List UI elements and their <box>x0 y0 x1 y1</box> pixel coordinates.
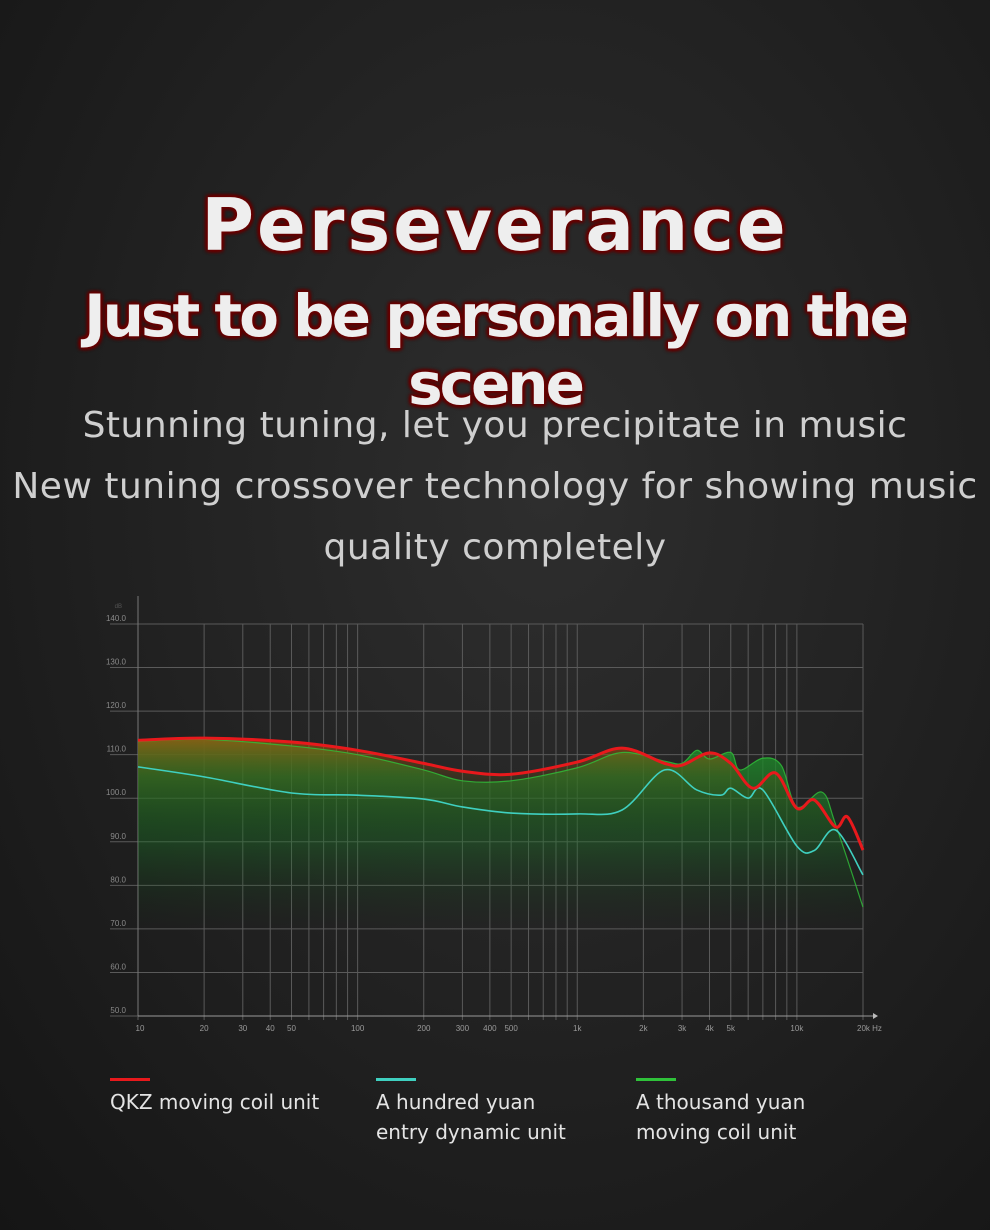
legend-label: A thousand yuan <box>636 1090 806 1114</box>
x-tick-label: 5k <box>727 1024 736 1033</box>
x-tick-label: 2k <box>639 1024 648 1033</box>
frequency-response-chart: 50.0 60.0 70.0 80.0 90.0 100.0 110.0 120.0 130.0… <box>106 596 882 1033</box>
legend-item-qkz: QKZ moving coil unit <box>110 1078 319 1117</box>
x-tick-label: 20k Hz <box>857 1024 882 1033</box>
legend-item-thousand-yuan: A thousand yuan moving coil unit <box>636 1078 805 1147</box>
x-tick-label: 100 <box>351 1024 365 1033</box>
y-tick-label: 100.0 <box>106 788 127 797</box>
page-subtitle: Just to be personally on the scene <box>84 282 909 418</box>
y-tick-label: 50.0 <box>110 1006 126 1015</box>
legend-label: moving coil unit <box>636 1120 797 1144</box>
y-tick-label: 80.0 <box>110 875 126 884</box>
y-tick-label: 70.0 <box>110 919 126 928</box>
x-tick-label: 40 <box>266 1024 275 1033</box>
x-tick-label: 30 <box>238 1024 247 1033</box>
x-tick-label: 500 <box>504 1024 518 1033</box>
x-axis-arrow <box>873 1013 878 1019</box>
y-tick-label: 90.0 <box>110 832 126 841</box>
y-tick-label: 130.0 <box>106 658 127 667</box>
chart-ticks: 50.0 60.0 70.0 80.0 90.0 100.0 110.0 120.0 130.0… <box>106 604 882 1033</box>
legend-swatch <box>110 1078 150 1081</box>
page-title: Perseverance <box>201 183 789 267</box>
x-tick-label: 20 <box>200 1024 209 1033</box>
x-tick-label: 50 <box>287 1024 296 1033</box>
description-line: New tuning crossover technology for show… <box>12 466 978 507</box>
description-line: Stunning tuning, let you precipitate in … <box>82 405 908 446</box>
chart-lines <box>137 736 865 908</box>
y-tick-label: 140.0 <box>106 614 127 623</box>
legend-label: entry dynamic unit <box>376 1120 566 1144</box>
chart-areas <box>138 738 863 929</box>
x-tick-label: 4k <box>705 1024 714 1033</box>
x-tick-label: 3k <box>678 1024 687 1033</box>
description-line: quality completely <box>323 527 667 568</box>
x-tick-label: 10 <box>136 1024 145 1033</box>
legend-swatch <box>636 1078 676 1081</box>
x-tick-label: 300 <box>456 1024 470 1033</box>
y-axis-label: dB <box>115 604 122 610</box>
legend-swatch <box>376 1078 416 1081</box>
x-tick-label: 400 <box>483 1024 497 1033</box>
legend-item-hundred-yuan: A hundred yuan entry dynamic unit <box>376 1078 566 1147</box>
x-tick-label: 200 <box>417 1024 431 1033</box>
y-tick-label: 120.0 <box>106 701 127 710</box>
x-tick-label: 10k <box>790 1024 804 1033</box>
y-tick-label: 110.0 <box>107 745 127 754</box>
legend-label: QKZ moving coil unit <box>110 1090 320 1114</box>
series-line-qkz <box>137 736 865 851</box>
x-tick-label: 1k <box>573 1024 582 1033</box>
y-tick-label: 60.0 <box>110 962 126 971</box>
series-line-hundred-yuan <box>137 766 864 876</box>
legend-label: A hundred yuan <box>376 1090 536 1114</box>
